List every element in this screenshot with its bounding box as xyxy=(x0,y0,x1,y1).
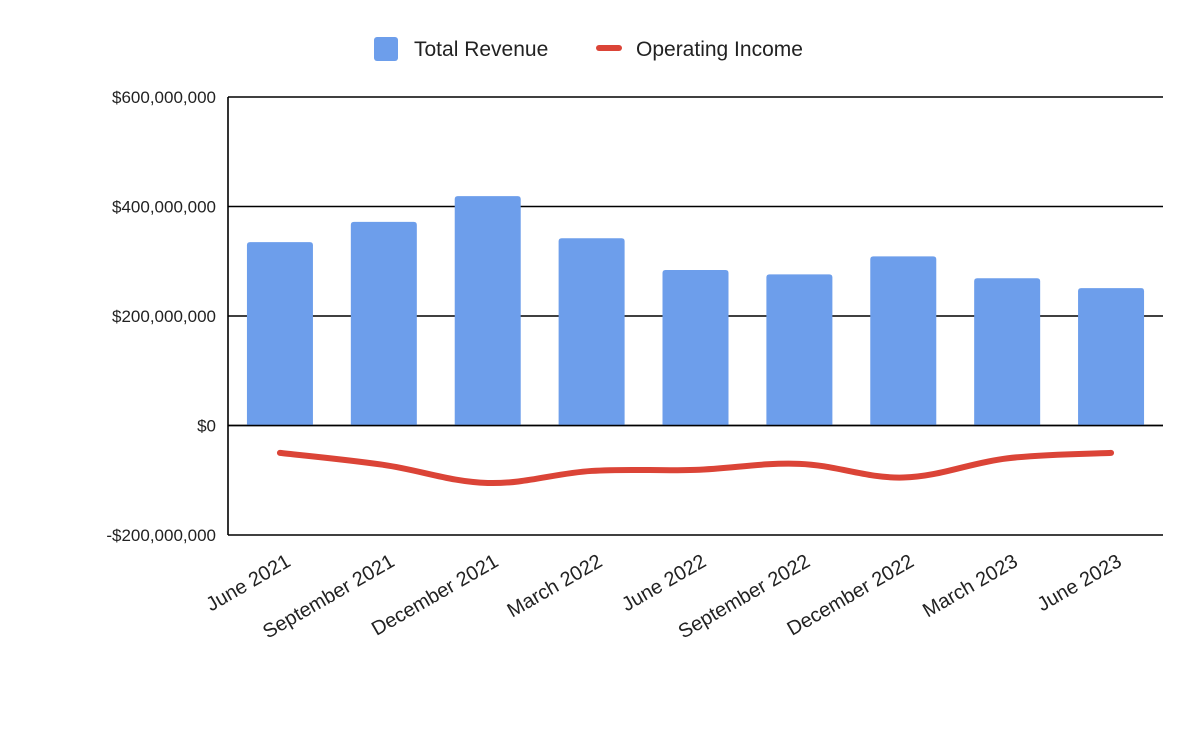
x-tick-label: March 2022 xyxy=(504,550,606,622)
bar xyxy=(870,256,936,425)
legend-label: Operating Income xyxy=(636,38,803,61)
y-tick-label: $200,000,000 xyxy=(112,307,216,326)
bar-series xyxy=(228,196,1163,425)
y-axis-ticks: -$200,000,000 $0 $200,000,000 $400,000,000 $… xyxy=(106,88,216,545)
line-series xyxy=(280,453,1111,483)
y-tick-label: -$200,000,000 xyxy=(106,526,216,545)
y-tick-label: $0 xyxy=(197,417,216,436)
bar xyxy=(351,222,417,426)
x-tick-label: March 2023 xyxy=(919,550,1021,622)
operating-income-line xyxy=(280,453,1111,483)
legend-swatch xyxy=(374,37,398,61)
legend-item-operating-income[interactable]: Operating Income xyxy=(599,38,803,61)
legend: Total Revenue Operating Income xyxy=(374,37,803,61)
legend-item-total-revenue[interactable]: Total Revenue xyxy=(374,37,548,61)
bar xyxy=(247,242,313,425)
bar xyxy=(1078,288,1144,425)
x-tick-label: June 2021 xyxy=(203,550,295,616)
bar xyxy=(766,274,832,425)
bar xyxy=(663,270,729,425)
bar xyxy=(455,196,521,425)
bar xyxy=(559,238,625,425)
bar xyxy=(974,278,1040,425)
y-tick-label: $600,000,000 xyxy=(112,88,216,107)
x-tick-label: June 2022 xyxy=(618,550,710,616)
y-tick-label: $400,000,000 xyxy=(112,198,216,217)
x-tick-label: June 2023 xyxy=(1034,550,1126,616)
legend-label: Total Revenue xyxy=(414,38,548,61)
